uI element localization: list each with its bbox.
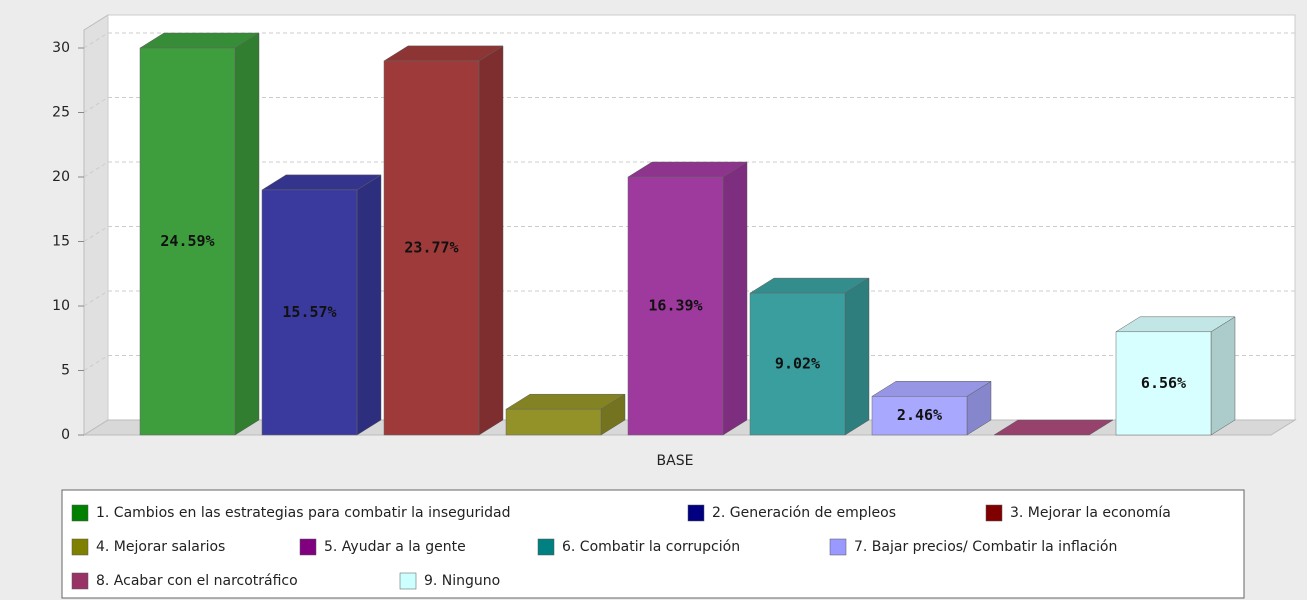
legend-swatch [537, 538, 555, 556]
left-wall [83, 14, 109, 436]
value-label: 16.39% [648, 297, 702, 315]
bar-top-shade [994, 420, 1113, 435]
legend-label: 8. Acabar con el narcotráfico [96, 573, 298, 589]
legend-swatch [687, 504, 705, 522]
bar-top [993, 419, 1114, 436]
y-tick-label: 5 [61, 363, 70, 379]
bar [871, 396, 968, 436]
legend-label: 5. Ayudar a la gente [324, 539, 466, 555]
y-tick-label: 15 [52, 234, 70, 250]
grid-line [83, 355, 109, 371]
legend-swatch [71, 572, 89, 590]
grid-line [83, 290, 109, 307]
legend-swatch [71, 538, 89, 556]
legend-label: 4. Mejorar salarios [96, 539, 225, 555]
bar-side-shade [845, 278, 869, 435]
legend-swatch [985, 504, 1003, 522]
legend-swatch [71, 504, 89, 522]
y-tick-label: 0 [61, 427, 70, 443]
bar-top-shade [140, 33, 259, 48]
legend-label: 9. Ninguno [424, 573, 500, 589]
legend-label: 3. Mejorar la economía [1010, 505, 1171, 521]
bar-top-shade [384, 45, 503, 61]
bar [749, 292, 846, 436]
bar-side-shade [967, 381, 991, 435]
legend-label: 7. Bajar precios/ Combatir la inflación [854, 539, 1117, 555]
bar-side-shade [601, 394, 625, 435]
bar [383, 60, 480, 436]
legend-label: 2. Generación de empleos [712, 505, 896, 521]
y-tick-label: 30 [52, 40, 70, 56]
bar-side-shade [723, 162, 747, 435]
bar-top-shade [1116, 316, 1235, 332]
grid-line [83, 32, 109, 49]
value-label: 15.57% [282, 303, 336, 321]
legend [61, 489, 1245, 599]
bar [505, 408, 602, 436]
bar-side-shade [235, 33, 259, 435]
bar-top-shade [750, 278, 869, 294]
legend-label: 1. Cambios en las estrategias para comba… [96, 505, 511, 521]
value-label: 6.56% [1141, 374, 1186, 392]
legend-swatch [829, 538, 847, 556]
grid-line [83, 161, 109, 178]
x-tick-label: BASE [657, 453, 694, 469]
value-label: 23.77% [404, 238, 458, 256]
bar-top-shade [628, 162, 747, 177]
bar [1115, 331, 1212, 436]
bar-top-shade [262, 174, 381, 190]
y-tick-label: 20 [52, 169, 70, 185]
bar [139, 47, 236, 436]
bar [627, 176, 724, 436]
grid-line [83, 226, 109, 242]
y-tick-label: 25 [52, 105, 70, 121]
grid-line [83, 97, 109, 113]
value-label: 9.02% [775, 355, 820, 373]
value-label: 24.59% [160, 232, 214, 250]
bar-top-shade [506, 394, 625, 410]
value-label: 2.46% [897, 406, 942, 424]
bar [261, 189, 358, 436]
bar-top-shade [872, 381, 991, 397]
legend-label: 6. Combatir la corrupción [562, 539, 740, 555]
bar-side-shade [479, 45, 503, 436]
bar-side-shade [357, 174, 381, 435]
legend-swatch [399, 572, 417, 590]
y-tick-label: 10 [52, 298, 70, 314]
legend-swatch [299, 538, 317, 556]
bar-side-shade [1211, 316, 1235, 435]
